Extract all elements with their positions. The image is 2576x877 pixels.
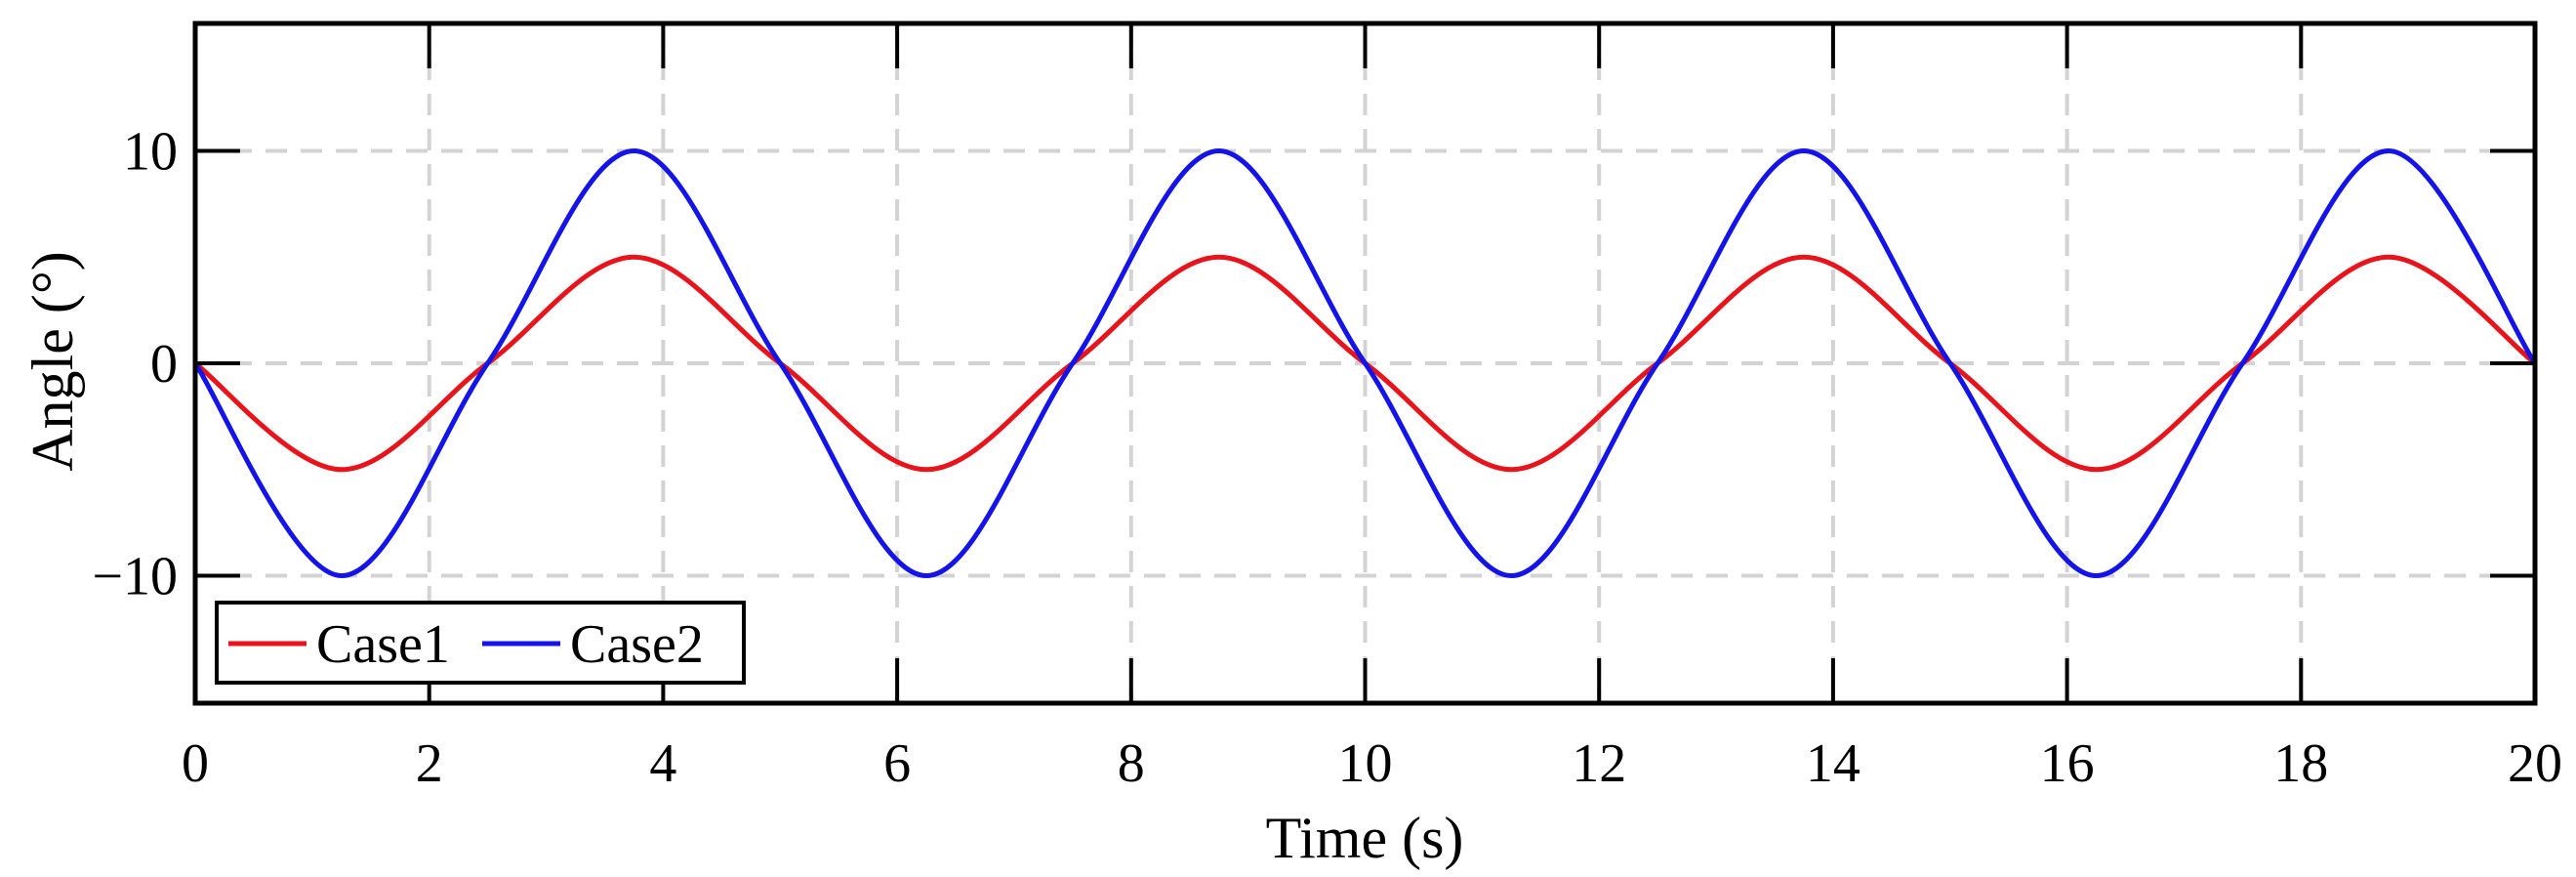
x-tick-label: 2 xyxy=(416,733,443,794)
legend: Case1 Case2 xyxy=(215,601,746,685)
grid-lines xyxy=(195,23,2535,703)
legend-label-case1: Case1 xyxy=(316,614,450,675)
x-tick-label: 8 xyxy=(1118,733,1145,794)
x-tick-label: 10 xyxy=(1338,733,1393,794)
x-tick-label: 16 xyxy=(2040,733,2095,794)
y-tick-label: 0 xyxy=(150,334,178,395)
series-group xyxy=(192,148,2538,578)
x-axis-title: Time (s) xyxy=(1266,806,1464,870)
x-tick-labels: 0 2 4 6 8 10 12 14 16 18 20 xyxy=(182,733,2562,794)
legend-label-case2: Case2 xyxy=(570,614,704,675)
series-line-case2 xyxy=(192,148,2538,578)
y-tick-label: 10 xyxy=(123,122,178,183)
x-tick-label: 18 xyxy=(2273,733,2328,794)
x-tick-label: 6 xyxy=(883,733,911,794)
y-tick-label: −10 xyxy=(92,547,178,607)
y-tick-labels: −10 0 10 xyxy=(92,122,178,607)
tick-marks xyxy=(193,23,2537,703)
x-tick-label: 14 xyxy=(1806,733,1860,794)
y-axis-title: Angle (°) xyxy=(20,251,85,472)
x-tick-label: 4 xyxy=(649,733,676,794)
x-tick-label: 20 xyxy=(2508,733,2562,794)
x-tick-label: 12 xyxy=(1572,733,1626,794)
x-tick-label: 0 xyxy=(182,733,209,794)
